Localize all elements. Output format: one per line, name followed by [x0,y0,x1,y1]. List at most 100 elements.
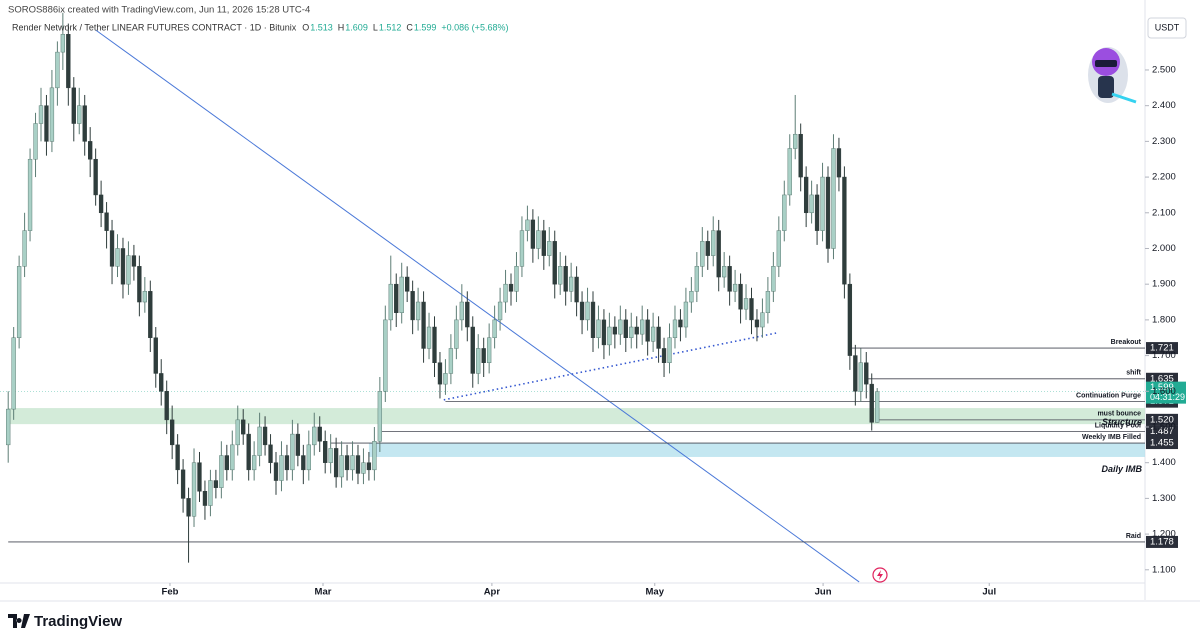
candle-body [842,176,847,285]
candle-body [268,444,273,463]
candle-body [22,230,27,267]
candle-body [694,266,700,292]
candle-body [607,326,612,346]
level-label: Breakout [1111,339,1142,346]
level-label: Weekly IMB Filled [1082,434,1141,441]
candle-body [350,455,355,471]
y-tick-label: 1.800 [1152,314,1176,325]
candle-body [55,51,60,89]
ohlc-value: 1.512 [379,22,402,32]
y-tick-label: 2.100 [1152,207,1176,218]
candle-body [432,326,437,363]
candle-body [727,266,732,292]
candle-body [109,230,115,267]
candle-body [98,194,104,214]
logo[interactable]: TradingView [8,613,122,630]
candle-body [476,348,481,374]
candle-body [6,408,11,446]
ohlc-label: H [338,22,345,32]
candle-body [426,326,432,349]
candle-body [361,462,366,474]
trendline [95,29,860,583]
candle-body [333,448,339,478]
price-value: 1.599 [1150,382,1174,393]
candle-body [732,283,738,292]
level-label: Continuation Purge [1076,392,1141,399]
candle-body [470,326,475,374]
candle-body [142,291,147,303]
candle-body [383,319,388,392]
y-tick-label: 1.100 [1152,564,1176,575]
candle-body [683,301,689,328]
candle-body [722,266,727,278]
candle-body [224,455,229,471]
candle-body [131,255,137,267]
avatar [1088,47,1137,104]
candle-body [301,455,306,471]
currency[interactable]: USDT [1155,22,1180,32]
candle-body [93,158,98,196]
candle-body [754,319,760,328]
candle-body [776,230,781,267]
level-label: shift [1126,370,1141,377]
candle-body [454,319,459,349]
candle-body [197,462,202,492]
symbol: Render Network / Tether LINEAR FUTURES C… [12,22,297,32]
candle-body [148,291,153,338]
logo-text[interactable]: TradingView [34,613,122,630]
candle-body [623,319,628,338]
candle-body [284,455,290,471]
candle-body [661,348,667,363]
level-value: 1.721 [1150,343,1174,354]
candle-body [558,266,563,285]
candle-body [159,373,164,392]
candle-body [481,348,486,363]
candle-body [180,469,186,499]
change: +0.086 (+5.68%) [441,22,508,32]
candle-body [771,266,776,292]
candle-body [503,283,508,303]
y-tick-label: 1.900 [1152,279,1176,290]
level-label: Liquidity Pool [1095,422,1141,429]
candle-body [836,148,842,178]
candle-body [164,391,169,421]
candle-body [169,419,175,446]
candle-body [749,298,754,321]
candle-body [82,105,87,142]
candle-body [323,441,328,463]
candle-body [328,448,333,463]
candle-body [11,337,16,410]
y-tick-label: 2.000 [1152,243,1176,254]
x-tick-label: Jun [815,587,832,598]
candle-body [711,230,716,256]
candle-body [273,462,279,481]
y-tick-label: 2.400 [1152,100,1176,111]
candle-body [366,462,372,471]
y-tick-label: 1.700 [1152,350,1176,361]
candle-body [312,426,317,446]
candle-body [831,148,836,249]
candle-body [508,283,514,292]
level-value: 1.178 [1150,536,1174,547]
currency-box[interactable] [1147,17,1187,39]
candle-body [678,319,683,328]
candle-body [33,123,38,160]
candle-body [667,337,672,363]
candle-body [585,301,590,321]
candle-body [405,276,410,292]
candle-body [317,426,322,442]
y-tick-label: 1.300 [1152,493,1176,504]
candle-body [372,441,377,471]
candle-body [120,248,126,285]
x-tick-label: Feb [162,587,179,598]
level-value: 1.635 [1150,373,1174,384]
zone [8,408,1145,425]
candle-body [191,462,197,517]
candle-body [716,230,721,278]
candle-body [230,444,235,471]
y-tick-label: 1.200 [1152,529,1176,540]
ohlc-value: 1.599 [414,22,437,32]
credit: SOROS886ix created with TradingView.com,… [8,5,310,16]
lightning-icon[interactable] [872,567,888,583]
candle-body [525,219,530,231]
